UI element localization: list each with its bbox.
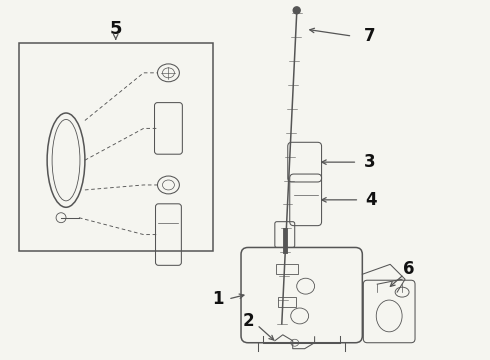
Bar [278,297,295,307]
Bar [19,43,213,251]
Text: 4: 4 [366,191,377,209]
Text: 6: 6 [403,260,415,278]
Text: 1: 1 [212,290,224,308]
Text: 5: 5 [109,20,122,38]
Bar [276,264,298,274]
Ellipse shape [293,7,300,14]
Text: 2: 2 [242,312,254,330]
Text: 7: 7 [364,27,375,45]
Text: 3: 3 [364,153,375,171]
